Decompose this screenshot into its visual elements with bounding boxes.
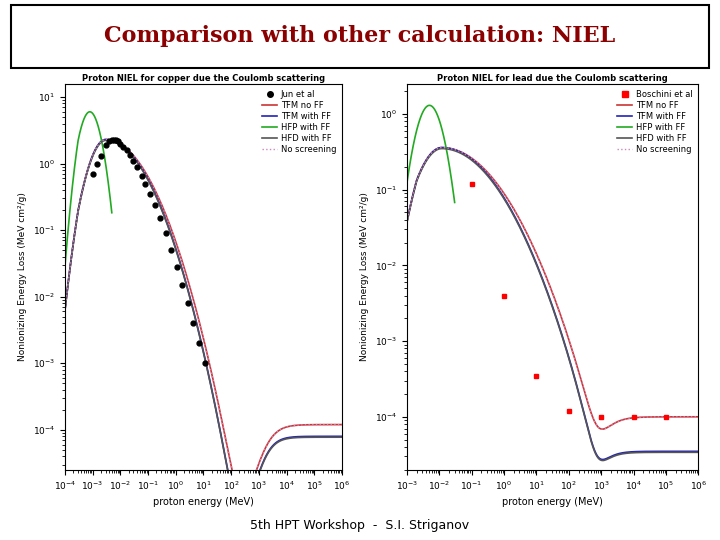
HFD with FF	[102, 137, 110, 144]
No screening	[330, 421, 338, 428]
Line: TFM no FF: TFM no FF	[65, 139, 342, 502]
No screening	[188, 293, 197, 299]
Line: HFP with FF: HFP with FF	[65, 112, 112, 268]
TFM no FF	[238, 499, 247, 505]
TFM with FF	[330, 433, 338, 440]
No screening	[102, 136, 110, 143]
Legend: Boschini et al, TFM no FF, TFM with FF, HFP with FF, HFD with FF, No screening: Boschini et al, TFM no FF, TFM with FF, …	[616, 88, 694, 156]
TFM no FF	[279, 425, 288, 431]
X-axis label: proton energy (MeV): proton energy (MeV)	[502, 497, 603, 508]
HFP with FF	[99, 147, 108, 154]
TFM with FF	[330, 433, 338, 440]
Line: HFD with FF: HFD with FF	[65, 140, 342, 522]
TFM with FF	[60, 308, 69, 314]
TFM no FF	[330, 421, 338, 428]
HFP with FF	[102, 162, 110, 168]
TFM with FF	[195, 333, 204, 339]
Title: Proton NIEL for copper due the Coulomb scattering: Proton NIEL for copper due the Coulomb s…	[82, 74, 325, 83]
Legend: Jun et al, TFM no FF, TFM with FF, HFP with FF, HFD with FF, No screening: Jun et al, TFM no FF, TFM with FF, HFP w…	[261, 88, 338, 156]
HFP with FF	[86, 109, 94, 115]
No screening	[195, 320, 204, 327]
HFP with FF	[60, 265, 69, 272]
Line: TFM with FF: TFM with FF	[65, 139, 342, 521]
No screening	[75, 203, 84, 210]
Line: No screening: No screening	[65, 139, 342, 502]
TFM no FF	[75, 203, 84, 210]
TFM no FF	[60, 308, 69, 314]
Title: Proton NIEL for lead due the Coulomb scattering: Proton NIEL for lead due the Coulomb sca…	[437, 74, 668, 83]
TFM with FF	[75, 203, 84, 210]
HFP with FF	[98, 142, 107, 149]
HFD with FF	[75, 204, 84, 211]
FancyBboxPatch shape	[11, 5, 709, 68]
Text: Comparison with other calculation: NIEL: Comparison with other calculation: NIEL	[104, 25, 616, 48]
HFD with FF	[237, 518, 246, 525]
TFM with FF	[188, 303, 197, 309]
HFP with FF	[107, 210, 116, 216]
HFD with FF	[330, 434, 338, 441]
No screening	[338, 421, 346, 428]
HFP with FF	[69, 175, 78, 181]
HFD with FF	[195, 334, 204, 340]
TFM with FF	[279, 436, 288, 442]
TFM no FF	[195, 320, 204, 327]
HFD with FF	[279, 436, 288, 443]
TFM no FF	[102, 136, 110, 143]
HFD with FF	[330, 434, 338, 441]
HFP with FF	[89, 111, 98, 118]
Text: 5th HPT Workshop  -  S.I. Striganov: 5th HPT Workshop - S.I. Striganov	[251, 519, 469, 532]
No screening	[60, 308, 69, 314]
TFM no FF	[330, 421, 338, 428]
No screening	[238, 499, 247, 505]
Y-axis label: Nonionizing Energy Loss (MeV cm²/g): Nonionizing Energy Loss (MeV cm²/g)	[18, 192, 27, 361]
Y-axis label: Nonionizing Energy Loss (MeV cm²/g): Nonionizing Energy Loss (MeV cm²/g)	[360, 192, 369, 361]
TFM with FF	[237, 517, 246, 524]
TFM no FF	[338, 421, 346, 428]
TFM with FF	[102, 136, 110, 143]
TFM with FF	[338, 433, 346, 440]
No screening	[279, 425, 288, 431]
HFD with FF	[188, 304, 197, 310]
X-axis label: proton energy (MeV): proton energy (MeV)	[153, 497, 254, 508]
No screening	[330, 421, 338, 428]
TFM no FF	[188, 293, 197, 299]
HFD with FF	[338, 434, 346, 441]
HFD with FF	[60, 309, 69, 315]
HFP with FF	[67, 191, 76, 197]
